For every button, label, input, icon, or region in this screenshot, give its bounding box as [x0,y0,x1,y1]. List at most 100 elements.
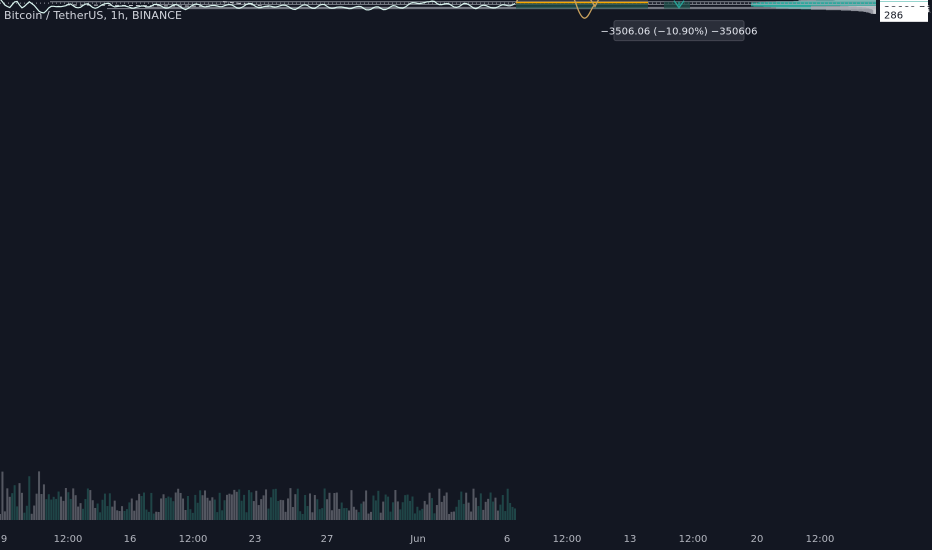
volume-bar [479,493,482,520]
volume-bar [509,502,512,520]
volume-bar [428,492,431,520]
volume-bar [377,490,380,520]
volume-bar [125,509,128,520]
x-tick-label: 12:00 [679,534,708,545]
position-pnl-box [613,20,745,42]
volume-bar [321,508,324,520]
volume-bar [140,496,143,520]
volume-bar [262,495,265,520]
volume-bar [64,488,67,520]
volume-bar [145,509,148,520]
volume-bar [121,506,124,520]
volume-bar [155,511,158,520]
volume-bar [426,504,429,520]
volume-bar [455,506,458,520]
volume-bar [511,506,514,520]
volume-bar [30,513,33,520]
volume-bar [113,500,116,520]
volume-bar [108,493,111,520]
volume-bar [243,494,246,520]
volume-bar [6,488,9,520]
volume-bar [91,500,94,520]
volume-bar [38,471,41,520]
volume-bar [199,490,202,520]
volume-bar [101,499,104,520]
volume-bar [465,492,468,520]
volume-bar [157,511,160,520]
volume-bar [301,513,304,520]
volume-bar [487,498,490,520]
volume-bar [416,506,419,520]
volume-bar [69,498,72,520]
volume-bar [330,510,333,520]
volume-bar [162,494,165,520]
volume-bar [438,488,441,520]
volume-bar [196,502,199,520]
volume-bar [411,496,414,520]
volume-bar [169,497,172,520]
volume-bar [111,506,114,520]
volume-bar [20,492,23,520]
volume-bar [296,488,299,520]
volume-bar [235,491,238,520]
x-tick-label: 16 [124,534,137,545]
volume-bar [350,490,353,520]
volume-bars [0,471,516,520]
volume-bar [423,500,426,520]
volume-bar [194,494,197,520]
volume-bar [282,500,285,520]
volume-bar [467,502,470,520]
volume-bar [279,499,282,520]
volume-bar [308,493,311,520]
volume-bar [399,509,402,520]
volume-bar [433,513,436,520]
volume-bar [499,504,502,520]
volume-bar [42,484,45,520]
volume-bar [74,495,77,520]
price-tag-label: 286 [884,10,903,21]
volume-bar [67,492,70,520]
volume-bar [372,495,375,520]
volume-bar [345,508,348,520]
volume-bar [8,496,11,520]
volume-bar [201,495,204,520]
volume-bar [233,489,236,520]
volume-bar [299,511,302,520]
volume-bar [496,510,499,520]
volume-bar [470,511,473,520]
volume-bar [340,502,343,520]
volume-bar [52,496,55,520]
volume-bar [457,499,460,520]
volume-bar [401,502,404,520]
volume-bar [150,492,153,520]
volume-bar [506,488,509,520]
volume-bar [133,510,136,520]
volume-bar [84,499,87,520]
volume-bar [238,489,241,520]
volume-bar [394,490,397,520]
volume-bar [289,488,292,520]
volume-bar [421,508,424,520]
volume-bar [413,513,416,520]
volume-bar [406,494,409,520]
volume-bar [355,509,358,520]
volume-bar [72,488,75,520]
volume-bar [57,491,60,520]
volume-bar [452,511,455,520]
volume-bar [472,488,475,520]
volume-bar [448,513,451,520]
volume-bar [103,493,106,520]
volume-bar [135,500,138,520]
volume-bar [1,471,4,520]
volume-bar [384,494,387,520]
volume-bar [328,492,331,520]
symbol-title: Bitcoin / TetherUS, 1h, BINANCE [4,9,183,22]
volume-bar [514,508,516,520]
volume-bar [167,496,170,520]
volume-bar [96,503,99,520]
volume-bar [313,495,316,520]
volume-bar [28,476,31,520]
